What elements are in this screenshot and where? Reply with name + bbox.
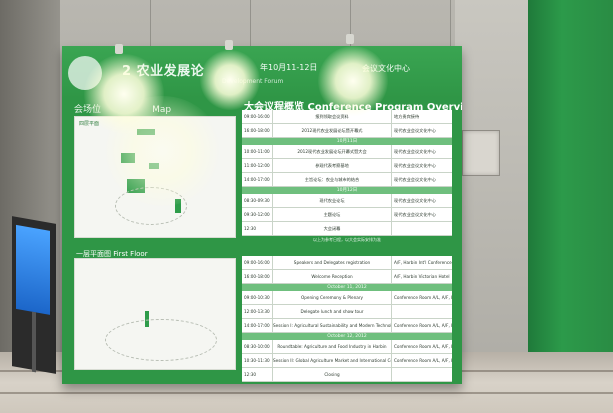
row-place: Conference Room A/L, A/F, Harbin bbox=[394, 323, 452, 328]
row-place: A/F, Harbin Int'l Conference and Culture… bbox=[394, 260, 452, 265]
row-place: A/F, Harbin Victorian Hotel bbox=[394, 274, 450, 279]
row-time: 11:00-12:00 bbox=[244, 163, 270, 168]
row-time: 09:30-12:00 bbox=[244, 212, 270, 217]
row-event: Closing bbox=[272, 368, 392, 381]
day-block: 09:00-16:00 Speakers and Delegates regis… bbox=[242, 256, 452, 284]
row-place: 现代农业会议文化中心 bbox=[394, 163, 436, 168]
first-floor-label: 一层平面图 First Floor bbox=[76, 250, 148, 258]
program-row: 16:00-18:00 2012现代农业发展论坛暨开幕式 现代农业会议文化中心 bbox=[242, 124, 452, 138]
row-event: 参观代表考察基地 bbox=[272, 159, 392, 172]
program-row: 09:00-16:00 Speakers and Delegates regis… bbox=[242, 256, 452, 270]
row-time: 12:30 bbox=[244, 226, 257, 231]
row-event: Welcome Reception bbox=[272, 270, 392, 283]
program-row: 14:00-17:00 Session I: Agricultural Sust… bbox=[242, 319, 452, 333]
program-row: 09:00-16:00 报到领取会议资料 地方贵宾接待 bbox=[242, 110, 452, 124]
spotlight-glare bbox=[318, 46, 388, 116]
program-row: 12:30 Closing bbox=[242, 368, 452, 382]
day-block: 09:00-16:00 报到领取会议资料 地方贵宾接待 16:00-18:00 … bbox=[242, 110, 452, 138]
program-table-english: 09:00-16:00 Speakers and Delegates regis… bbox=[242, 256, 452, 382]
row-event: 主题论坛 bbox=[272, 208, 392, 221]
program-row: 10:00-11:00 2012现代农业发展论坛开幕式暨大会 现代农业会议文化中… bbox=[242, 145, 452, 159]
row-time: 09:00-16:00 bbox=[244, 260, 270, 265]
day-band: October 12, 2012 bbox=[242, 333, 452, 340]
program-row: 12:30 大会闭幕 bbox=[242, 222, 452, 236]
row-time: 12:00-13:30 bbox=[244, 309, 270, 314]
row-event: 2012现代农业发展论坛暨开幕式 bbox=[272, 124, 392, 137]
day-block: 10月11日 10:00-11:00 2012现代农业发展论坛开幕式暨大会 现代… bbox=[242, 138, 452, 187]
row-event: Opening Ceremony & Plenary bbox=[272, 291, 392, 304]
program-note: 以上为参考日程，以大会实际安排为准 bbox=[313, 237, 381, 242]
event-date: 年10月11-12日 bbox=[260, 63, 318, 72]
row-place: 现代农业会议文化中心 bbox=[394, 212, 436, 217]
row-place: 现代农业会议文化中心 bbox=[394, 198, 436, 203]
info-kiosk bbox=[12, 216, 56, 374]
day-block: October 12, 2012 08:30-10:00 Roundtable:… bbox=[242, 333, 452, 382]
row-time: 14:00-17:00 bbox=[244, 177, 270, 182]
row-event: 主旨论坛：农业与城市的结合 bbox=[272, 173, 392, 186]
day-block: 10月12日 08:30-09:30 现代农业论坛 现代农业会议文化中心 09:… bbox=[242, 187, 452, 236]
wall-electrical-box bbox=[462, 130, 500, 176]
day-band: 10月12日 bbox=[242, 187, 452, 194]
row-time: 09:00-10:30 bbox=[244, 295, 270, 300]
row-time: 10:30-11:30 bbox=[244, 358, 270, 363]
row-time: 09:00-16:00 bbox=[244, 114, 270, 119]
green-wall-panel bbox=[528, 0, 613, 392]
program-row: 14:00-17:00 主旨论坛：农业与城市的结合 现代农业会议文化中心 bbox=[242, 173, 452, 187]
row-place bbox=[392, 222, 452, 235]
row-time: 16:00-18:00 bbox=[244, 274, 270, 279]
row-event: 现代农业论坛 bbox=[272, 194, 392, 207]
day-band: 10月11日 bbox=[242, 138, 452, 145]
right-wall-column bbox=[455, 0, 530, 380]
fourth-floor-label: 四层平面 bbox=[79, 121, 100, 127]
row-event: Delegate lunch and show tour bbox=[272, 305, 392, 318]
day-band: October 11, 2012 bbox=[242, 284, 452, 291]
program-row: 08:30-09:30 现代农业论坛 现代农业会议文化中心 bbox=[242, 194, 452, 208]
program-row: 09:00-10:30 Opening Ceremony & Plenary C… bbox=[242, 291, 452, 305]
row-time: 16:00-18:00 bbox=[244, 128, 270, 133]
row-place: Conference Room A/L, A/F, Harbin bbox=[394, 344, 452, 349]
map-path bbox=[105, 319, 217, 361]
program-row: 12:00-13:30 Delegate lunch and show tour bbox=[242, 305, 452, 319]
row-event: 大会闭幕 bbox=[272, 222, 392, 235]
row-place bbox=[392, 305, 452, 318]
program-table-chinese: 09:00-16:00 报到领取会议资料 地方贵宾接待 16:00-18:00 … bbox=[242, 110, 452, 243]
row-place: 地方贵宾接待 bbox=[394, 114, 420, 119]
row-place: 现代农业会议文化中心 bbox=[394, 149, 436, 154]
row-event: 2012现代农业发展论坛开幕式暨大会 bbox=[272, 145, 392, 158]
row-place: 现代农业会议文化中心 bbox=[394, 128, 436, 133]
row-place: Conference Room A/L, A/F, Harbin bbox=[394, 358, 452, 363]
row-time: 10:00-11:00 bbox=[244, 149, 270, 154]
row-event: Roundtable: Agriculture and Food Industr… bbox=[272, 340, 392, 353]
program-row: 11:00-12:00 参观代表考察基地 现代农业会议文化中心 bbox=[242, 159, 452, 173]
program-row: 10:30-11:30 Session II: Global Agricultu… bbox=[242, 354, 452, 368]
row-time: 08:30-09:30 bbox=[244, 198, 270, 203]
program-row: 09:30-12:00 主题论坛 现代农业会议文化中心 bbox=[242, 208, 452, 222]
spotlight-lamp-icon bbox=[115, 44, 123, 54]
spotlight-lamp-icon bbox=[346, 34, 354, 44]
row-place: Conference Room A/L, A/F, Harbin bbox=[394, 295, 452, 300]
row-time: 08:30-10:00 bbox=[244, 344, 270, 349]
day-block: October 11, 2012 09:00-10:30 Opening Cer… bbox=[242, 284, 452, 333]
program-row: 16:00-18:00 Welcome Reception A/F, Harbi… bbox=[242, 270, 452, 284]
row-time: 14:00-17:00 bbox=[244, 323, 270, 328]
row-event: 报到领取会议资料 bbox=[272, 110, 392, 123]
row-event: Session I: Agricultural Sustainability a… bbox=[272, 319, 392, 332]
row-place bbox=[392, 368, 452, 381]
program-row: 08:30-10:00 Roundtable: Agriculture and … bbox=[242, 340, 452, 354]
row-event: Session II: Global Agriculture Market an… bbox=[272, 354, 392, 367]
spotlight-glare bbox=[102, 96, 222, 206]
row-place: 现代农业会议文化中心 bbox=[394, 177, 436, 182]
spotlight-lamp-icon bbox=[225, 40, 233, 50]
first-floor-map bbox=[74, 258, 236, 370]
conference-board: 2 农业发展论 年10月11-12日 会议文化中心 Development Fo… bbox=[62, 46, 462, 384]
kiosk-screen bbox=[16, 224, 50, 315]
kiosk-stand bbox=[32, 311, 36, 373]
spotlight-glare bbox=[200, 50, 260, 110]
row-time: 12:30 bbox=[244, 372, 257, 377]
row-event: Speakers and Delegates registration bbox=[272, 256, 392, 269]
